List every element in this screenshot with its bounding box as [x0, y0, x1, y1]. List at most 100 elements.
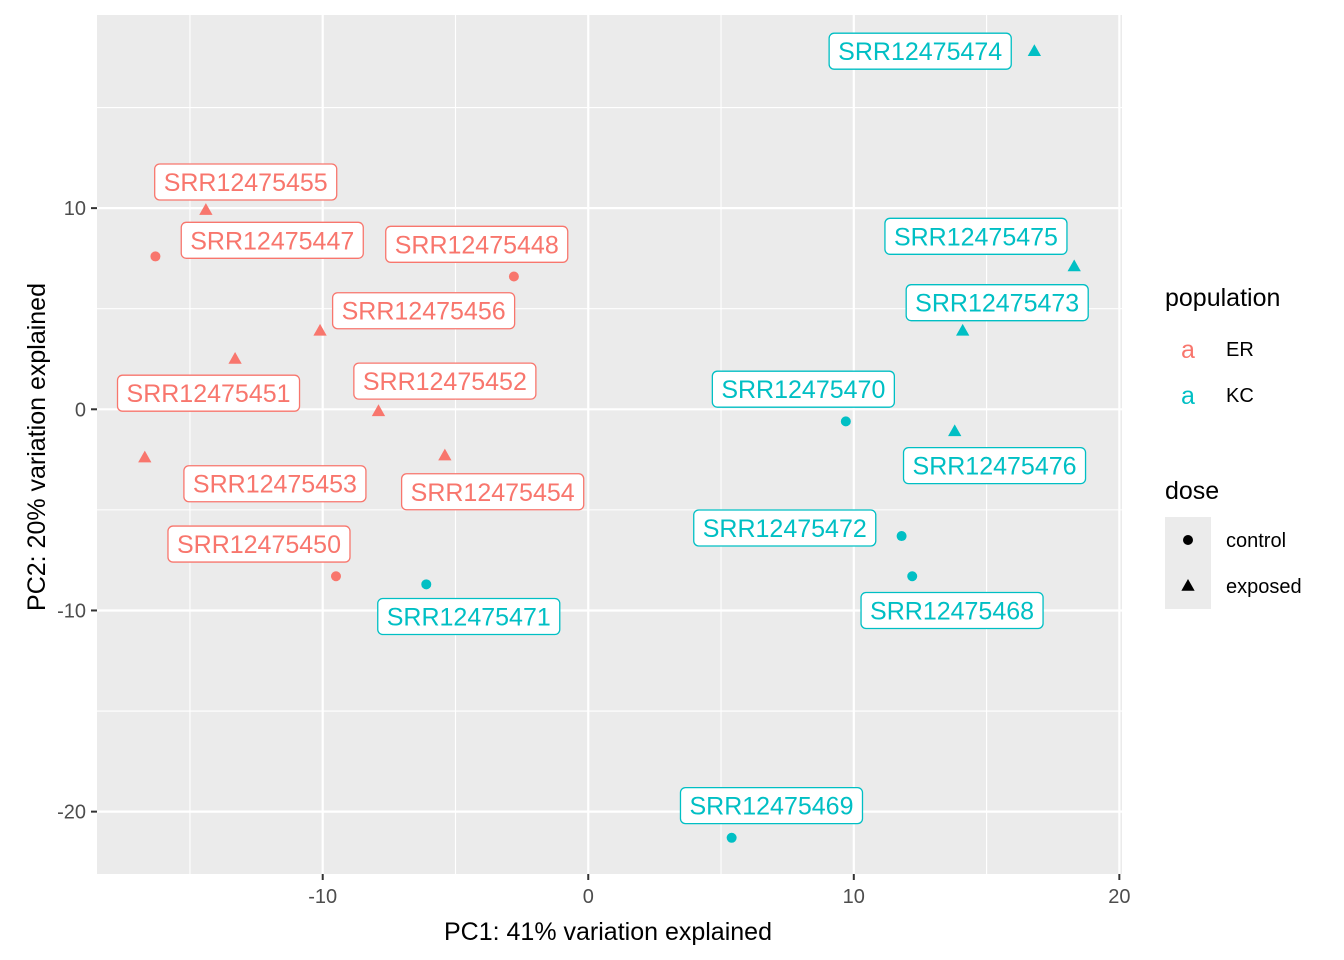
- point-label-SRR12475476: SRR12475476: [902, 446, 1087, 485]
- point-label-SRR12475447: SRR12475447: [180, 221, 364, 259]
- point-label-box: [905, 284, 1089, 322]
- data-point-SRR12475450: [330, 571, 341, 582]
- legend-population-title: population: [1165, 284, 1280, 312]
- legend-dose-label: control: [1226, 530, 1286, 552]
- point-label-text: SRR12475474: [838, 38, 1002, 66]
- point-labels: SRR12475455 SRR12475447 SRR12475448 SRR1247…: [116, 32, 1089, 825]
- point-label-box: [711, 370, 896, 408]
- legend-dose-title: dose: [1165, 477, 1219, 505]
- data-point-SRR12475470: [840, 416, 851, 427]
- data-point-SRR12475473: [956, 323, 970, 336]
- point-label-SRR12475473: SRR12475473: [905, 284, 1089, 322]
- y-tick-label: 0: [75, 399, 86, 421]
- legend-dose-item-exposed: exposed: [1165, 563, 1302, 609]
- legend-dose-key-triangle: [1181, 579, 1195, 591]
- data-point-SRR12475475: [1067, 259, 1081, 272]
- legend-dose: dose control exposed: [1165, 477, 1302, 609]
- y-tick-label: 10: [64, 198, 86, 220]
- point-label-SRR12475471: SRR12475471: [377, 597, 561, 636]
- y-tick-label: -10: [57, 600, 86, 622]
- major-gridlines: [97, 15, 1122, 874]
- point-label-SRR12475475: SRR12475475: [884, 217, 1068, 255]
- point-label-SRR12475470: SRR12475470: [711, 370, 896, 408]
- point-label-text: SRR12475476: [913, 453, 1077, 481]
- point-label-box: [116, 374, 301, 412]
- legend-population-item-ER: a ER: [1181, 336, 1254, 364]
- data-point-SRR12475471: [421, 579, 432, 590]
- point-label-box: [353, 362, 537, 400]
- y-axis-title: PC2: 20% variation explained: [23, 283, 51, 611]
- data-point-SRR12475476: [948, 424, 962, 437]
- point-label-box: [377, 597, 561, 636]
- x-tick-label: 10: [843, 886, 865, 908]
- point-label-SRR12475468: SRR12475468: [860, 591, 1044, 630]
- data-point-SRR12475447: [150, 251, 161, 262]
- point-label-text: SRR12475475: [894, 223, 1058, 251]
- point-label-SRR12475450: SRR12475450: [167, 525, 351, 563]
- legend-dose-key-circle: [1183, 535, 1193, 545]
- point-label-SRR12475472: SRR12475472: [693, 509, 877, 547]
- data-point-SRR12475468: [907, 571, 918, 582]
- point-label-text: SRR12475471: [387, 604, 551, 632]
- legend-population-key: a: [1181, 336, 1195, 364]
- legend-population-label: KC: [1226, 385, 1254, 407]
- data-point-SRR12475451: [228, 352, 242, 364]
- point-label-box: [693, 509, 877, 547]
- point-label-box: [154, 163, 338, 201]
- x-axis: -10 0 10 20: [308, 874, 1130, 908]
- legend-population-label: ER: [1226, 339, 1254, 361]
- x-tick-label: -10: [308, 886, 337, 908]
- point-label-box: [860, 591, 1044, 630]
- legend-dose-item-control: control: [1165, 517, 1286, 563]
- point-label-text: SRR12475472: [703, 515, 867, 543]
- point-label-text: SRR12475468: [870, 597, 1034, 625]
- data-point-SRR12475472: [896, 531, 907, 542]
- legend-population-item-KC: a KC: [1181, 382, 1254, 410]
- data-point-SRR12475453: [138, 450, 152, 463]
- x-axis-title: PC1: 41% variation explained: [444, 918, 772, 946]
- point-label-text: SRR12475455: [164, 169, 328, 197]
- point-label-box: [902, 446, 1087, 485]
- point-label-box: [828, 32, 1012, 70]
- point-label-text: SRR12475456: [342, 298, 506, 326]
- point-label-box: [400, 473, 585, 511]
- point-label-box: [884, 217, 1068, 255]
- point-label-box: [167, 525, 351, 563]
- point-label-box: [331, 292, 516, 330]
- legend-dose-label: exposed: [1226, 576, 1302, 598]
- point-label-box: [180, 221, 364, 259]
- point-label-text: SRR12475452: [363, 368, 527, 396]
- point-label-text: SRR12475451: [127, 380, 291, 408]
- point-label-text: SRR12475470: [721, 376, 885, 404]
- legend-population-key: a: [1181, 382, 1195, 410]
- point-label-SRR12475451: SRR12475451: [116, 374, 301, 412]
- data-point-SRR12475469: [726, 832, 737, 843]
- plot-panel: [97, 15, 1122, 874]
- data-points: [138, 44, 1081, 843]
- point-label-SRR12475469: SRR12475469: [679, 786, 864, 825]
- point-label-text: SRR12475450: [177, 531, 341, 559]
- y-tick-label: -20: [57, 802, 86, 824]
- x-tick-label: 20: [1108, 886, 1130, 908]
- point-label-SRR12475455: SRR12475455: [154, 163, 338, 201]
- point-label-SRR12475448: SRR12475448: [385, 225, 569, 263]
- y-axis: -20 -10 0 10: [57, 198, 97, 824]
- data-point-SRR12475455: [199, 203, 213, 215]
- point-label-text: SRR12475469: [689, 793, 853, 821]
- data-point-SRR12475448: [508, 271, 519, 282]
- point-label-text: SRR12475447: [190, 227, 354, 255]
- point-label-SRR12475456: SRR12475456: [331, 292, 516, 330]
- data-point-SRR12475452: [371, 404, 386, 417]
- point-label-SRR12475474: SRR12475474: [828, 32, 1012, 70]
- point-label-text: SRR12475473: [915, 290, 1079, 318]
- point-label-box: [183, 465, 367, 503]
- data-point-SRR12475454: [438, 448, 452, 461]
- point-label-SRR12475454: SRR12475454: [400, 473, 585, 511]
- point-label-text: SRR12475454: [411, 479, 575, 507]
- x-tick-label: 0: [583, 886, 594, 908]
- point-label-text: SRR12475453: [193, 471, 357, 499]
- point-label-box: [679, 786, 864, 825]
- point-label-text: SRR12475448: [395, 231, 559, 259]
- point-label-SRR12475452: SRR12475452: [353, 362, 537, 400]
